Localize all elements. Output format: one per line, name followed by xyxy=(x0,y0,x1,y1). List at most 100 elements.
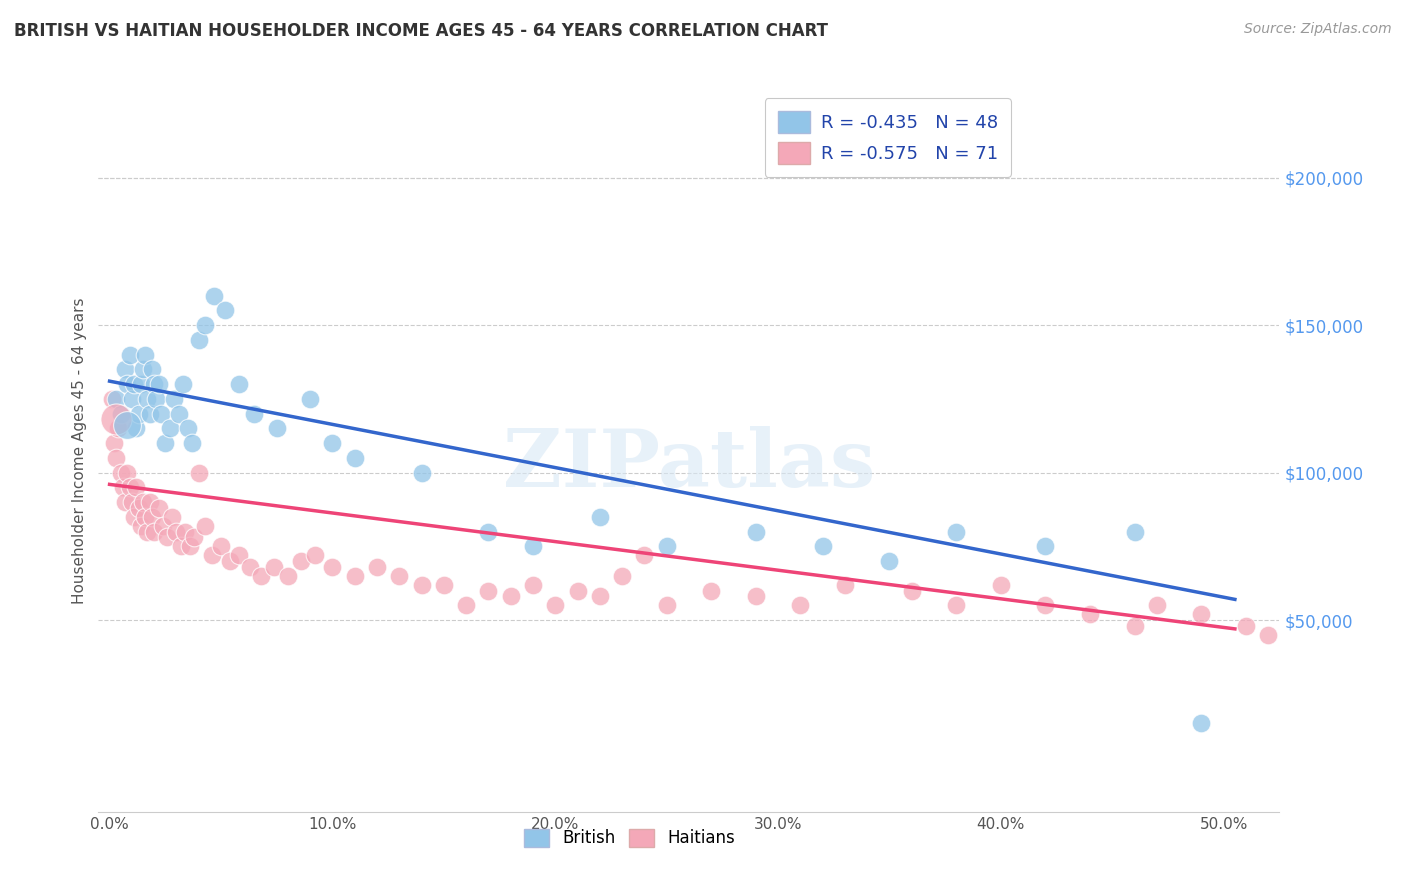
Point xyxy=(879,554,901,568)
Point xyxy=(187,466,209,480)
Point xyxy=(1191,607,1213,621)
Point xyxy=(1035,599,1057,613)
Point xyxy=(174,524,197,539)
Text: ZIPatlas: ZIPatlas xyxy=(503,425,875,504)
Point xyxy=(1123,619,1146,633)
Point xyxy=(101,392,124,406)
Point xyxy=(1035,539,1057,553)
Text: Source: ZipAtlas.com: Source: ZipAtlas.com xyxy=(1244,22,1392,37)
Point xyxy=(477,524,499,539)
Point xyxy=(143,377,166,392)
Point xyxy=(388,569,411,583)
Point xyxy=(105,392,128,406)
Point xyxy=(834,577,856,591)
Point xyxy=(228,377,250,392)
Point xyxy=(183,531,205,545)
Point xyxy=(122,509,145,524)
Point xyxy=(181,436,204,450)
Point xyxy=(1123,524,1146,539)
Point xyxy=(655,599,678,613)
Point xyxy=(366,560,388,574)
Text: BRITISH VS HAITIAN HOUSEHOLDER INCOME AGES 45 - 64 YEARS CORRELATION CHART: BRITISH VS HAITIAN HOUSEHOLDER INCOME AG… xyxy=(14,22,828,40)
Point xyxy=(194,318,217,332)
Point xyxy=(114,362,136,376)
Point xyxy=(266,421,288,435)
Point xyxy=(125,421,148,435)
Point xyxy=(132,362,155,376)
Point xyxy=(122,377,145,392)
Point xyxy=(214,303,236,318)
Point xyxy=(633,548,655,562)
Point xyxy=(194,518,217,533)
Point xyxy=(143,524,166,539)
Point xyxy=(114,495,136,509)
Point xyxy=(544,599,567,613)
Point xyxy=(321,560,343,574)
Point xyxy=(1078,607,1101,621)
Point xyxy=(138,495,160,509)
Point xyxy=(167,407,190,421)
Point xyxy=(1257,628,1279,642)
Point xyxy=(117,377,139,392)
Point xyxy=(945,524,967,539)
Point xyxy=(745,590,768,604)
Point xyxy=(149,407,172,421)
Point xyxy=(117,418,139,433)
Point xyxy=(118,348,141,362)
Point xyxy=(1146,599,1168,613)
Point xyxy=(187,333,209,347)
Point xyxy=(456,599,478,613)
Point xyxy=(145,392,167,406)
Point xyxy=(110,407,132,421)
Point xyxy=(250,569,273,583)
Point xyxy=(128,500,150,515)
Point xyxy=(111,480,134,494)
Point xyxy=(990,577,1012,591)
Y-axis label: Householder Income Ages 45 - 64 years: Householder Income Ages 45 - 64 years xyxy=(72,297,87,604)
Point xyxy=(304,548,326,562)
Point xyxy=(179,539,201,553)
Point xyxy=(103,436,125,450)
Point xyxy=(128,407,150,421)
Point xyxy=(136,524,159,539)
Point xyxy=(219,554,242,568)
Point xyxy=(121,392,143,406)
Point xyxy=(700,583,723,598)
Point xyxy=(299,392,322,406)
Point xyxy=(499,590,522,604)
Point xyxy=(290,554,312,568)
Point xyxy=(522,539,544,553)
Point xyxy=(745,524,768,539)
Point xyxy=(343,450,366,465)
Point xyxy=(900,583,922,598)
Point xyxy=(477,583,499,598)
Point xyxy=(239,560,262,574)
Point xyxy=(134,509,156,524)
Point xyxy=(105,450,128,465)
Point xyxy=(228,548,250,562)
Point xyxy=(155,436,177,450)
Point xyxy=(610,569,633,583)
Point xyxy=(170,539,193,553)
Point xyxy=(263,560,285,574)
Point xyxy=(129,518,152,533)
Point xyxy=(789,599,811,613)
Point xyxy=(567,583,589,598)
Point xyxy=(117,466,139,480)
Point xyxy=(522,577,544,591)
Point xyxy=(411,466,433,480)
Point xyxy=(110,466,132,480)
Legend: British, Haitians: British, Haitians xyxy=(517,822,742,854)
Point xyxy=(411,577,433,591)
Point xyxy=(105,412,128,426)
Point xyxy=(945,599,967,613)
Point xyxy=(811,539,834,553)
Point xyxy=(1234,619,1257,633)
Point xyxy=(163,392,186,406)
Point xyxy=(118,480,141,494)
Point xyxy=(148,500,170,515)
Point xyxy=(1191,716,1213,731)
Point xyxy=(243,407,266,421)
Point xyxy=(159,421,181,435)
Point xyxy=(277,569,299,583)
